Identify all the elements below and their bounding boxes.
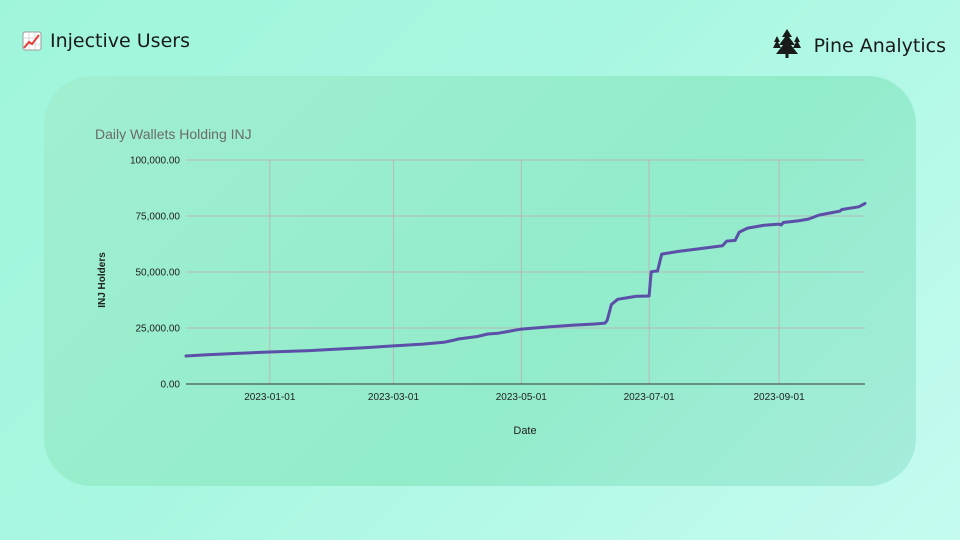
x-tick-label: 2023-01-01 — [244, 392, 296, 403]
header-title-group: Injective Users — [22, 30, 190, 52]
pine-tree-logo-icon — [770, 28, 804, 63]
page-title: Injective Users — [50, 30, 190, 52]
chart-increasing-icon — [22, 31, 42, 51]
x-tick-label: 2023-05-01 — [496, 392, 548, 403]
x-tick-label: 2023-09-01 — [753, 392, 805, 403]
y-tick-label: 0.00 — [161, 380, 181, 391]
x-tick-label: 2023-07-01 — [624, 392, 676, 403]
chart-card — [44, 76, 916, 486]
brand-name: Pine Analytics — [813, 34, 946, 57]
brand-group: Pine Analytics — [770, 28, 946, 63]
y-tick-label: 25,000.00 — [136, 324, 181, 335]
y-axis-label: INJ Holders — [97, 252, 108, 308]
chart-title: Daily Wallets Holding INJ — [95, 126, 252, 142]
series-layer — [184, 202, 867, 358]
x-axis-ticks: 2023-01-01 2023-03-01 2023-05-01 2023-07-01… — [244, 392, 805, 403]
y-tick-label: 100,000.00 — [130, 156, 180, 167]
y-tick-label: 50,000.00 — [136, 268, 181, 279]
y-axis-ticks: 0.00 25,000.00 50,000.00 75,000.00 100,000.0… — [130, 156, 180, 391]
x-axis-label: Date — [513, 425, 536, 437]
x-tick-label: 2023-03-01 — [368, 392, 420, 403]
series-line — [184, 202, 867, 358]
y-tick-label: 75,000.00 — [136, 212, 181, 223]
